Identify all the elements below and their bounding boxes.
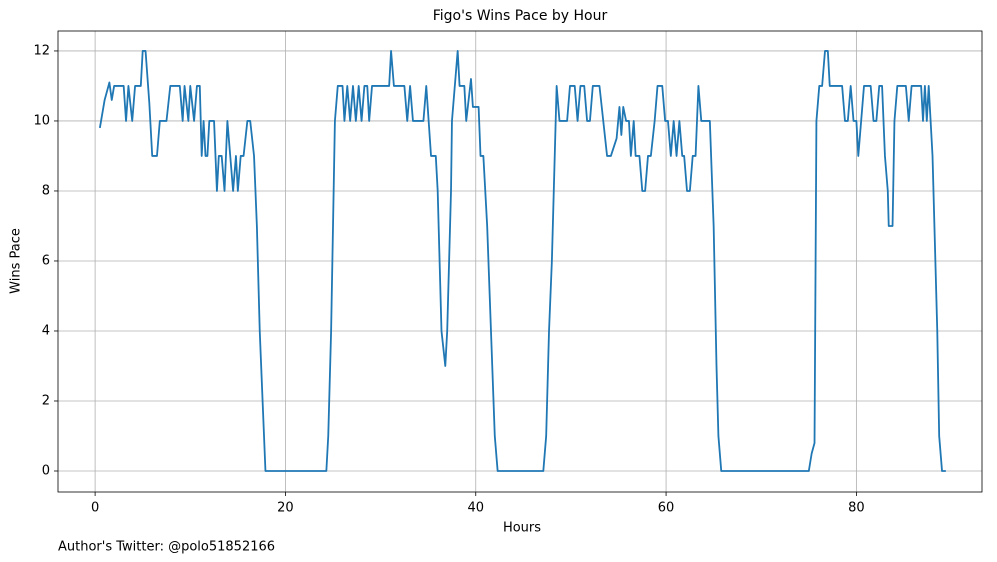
y-tick-label: 4 bbox=[42, 323, 50, 338]
y-axis-label: Wins Pace bbox=[9, 228, 24, 294]
data-line bbox=[98, 50, 946, 472]
footnote: Author's Twitter: @polo51852166 bbox=[58, 540, 275, 555]
x-tick-label: 60 bbox=[658, 501, 675, 516]
x-tick-label: 80 bbox=[848, 501, 865, 516]
x-tick-label: 20 bbox=[277, 501, 294, 516]
axes-frame bbox=[57, 30, 983, 493]
y-tick-label: 8 bbox=[42, 183, 50, 198]
x-axis-label: Hours bbox=[503, 521, 541, 536]
x-tick-label: 0 bbox=[91, 501, 99, 516]
plot-area bbox=[98, 50, 946, 472]
y-tick-label: 10 bbox=[33, 113, 50, 128]
y-tick-label: 2 bbox=[42, 393, 50, 408]
chart-title: Figo's Wins Pace by Hour bbox=[433, 8, 608, 24]
x-tick-label: 40 bbox=[467, 501, 484, 516]
y-tick-label: 12 bbox=[33, 43, 50, 58]
y-tick-label: 6 bbox=[42, 253, 50, 268]
y-tick-label: 0 bbox=[42, 463, 50, 478]
